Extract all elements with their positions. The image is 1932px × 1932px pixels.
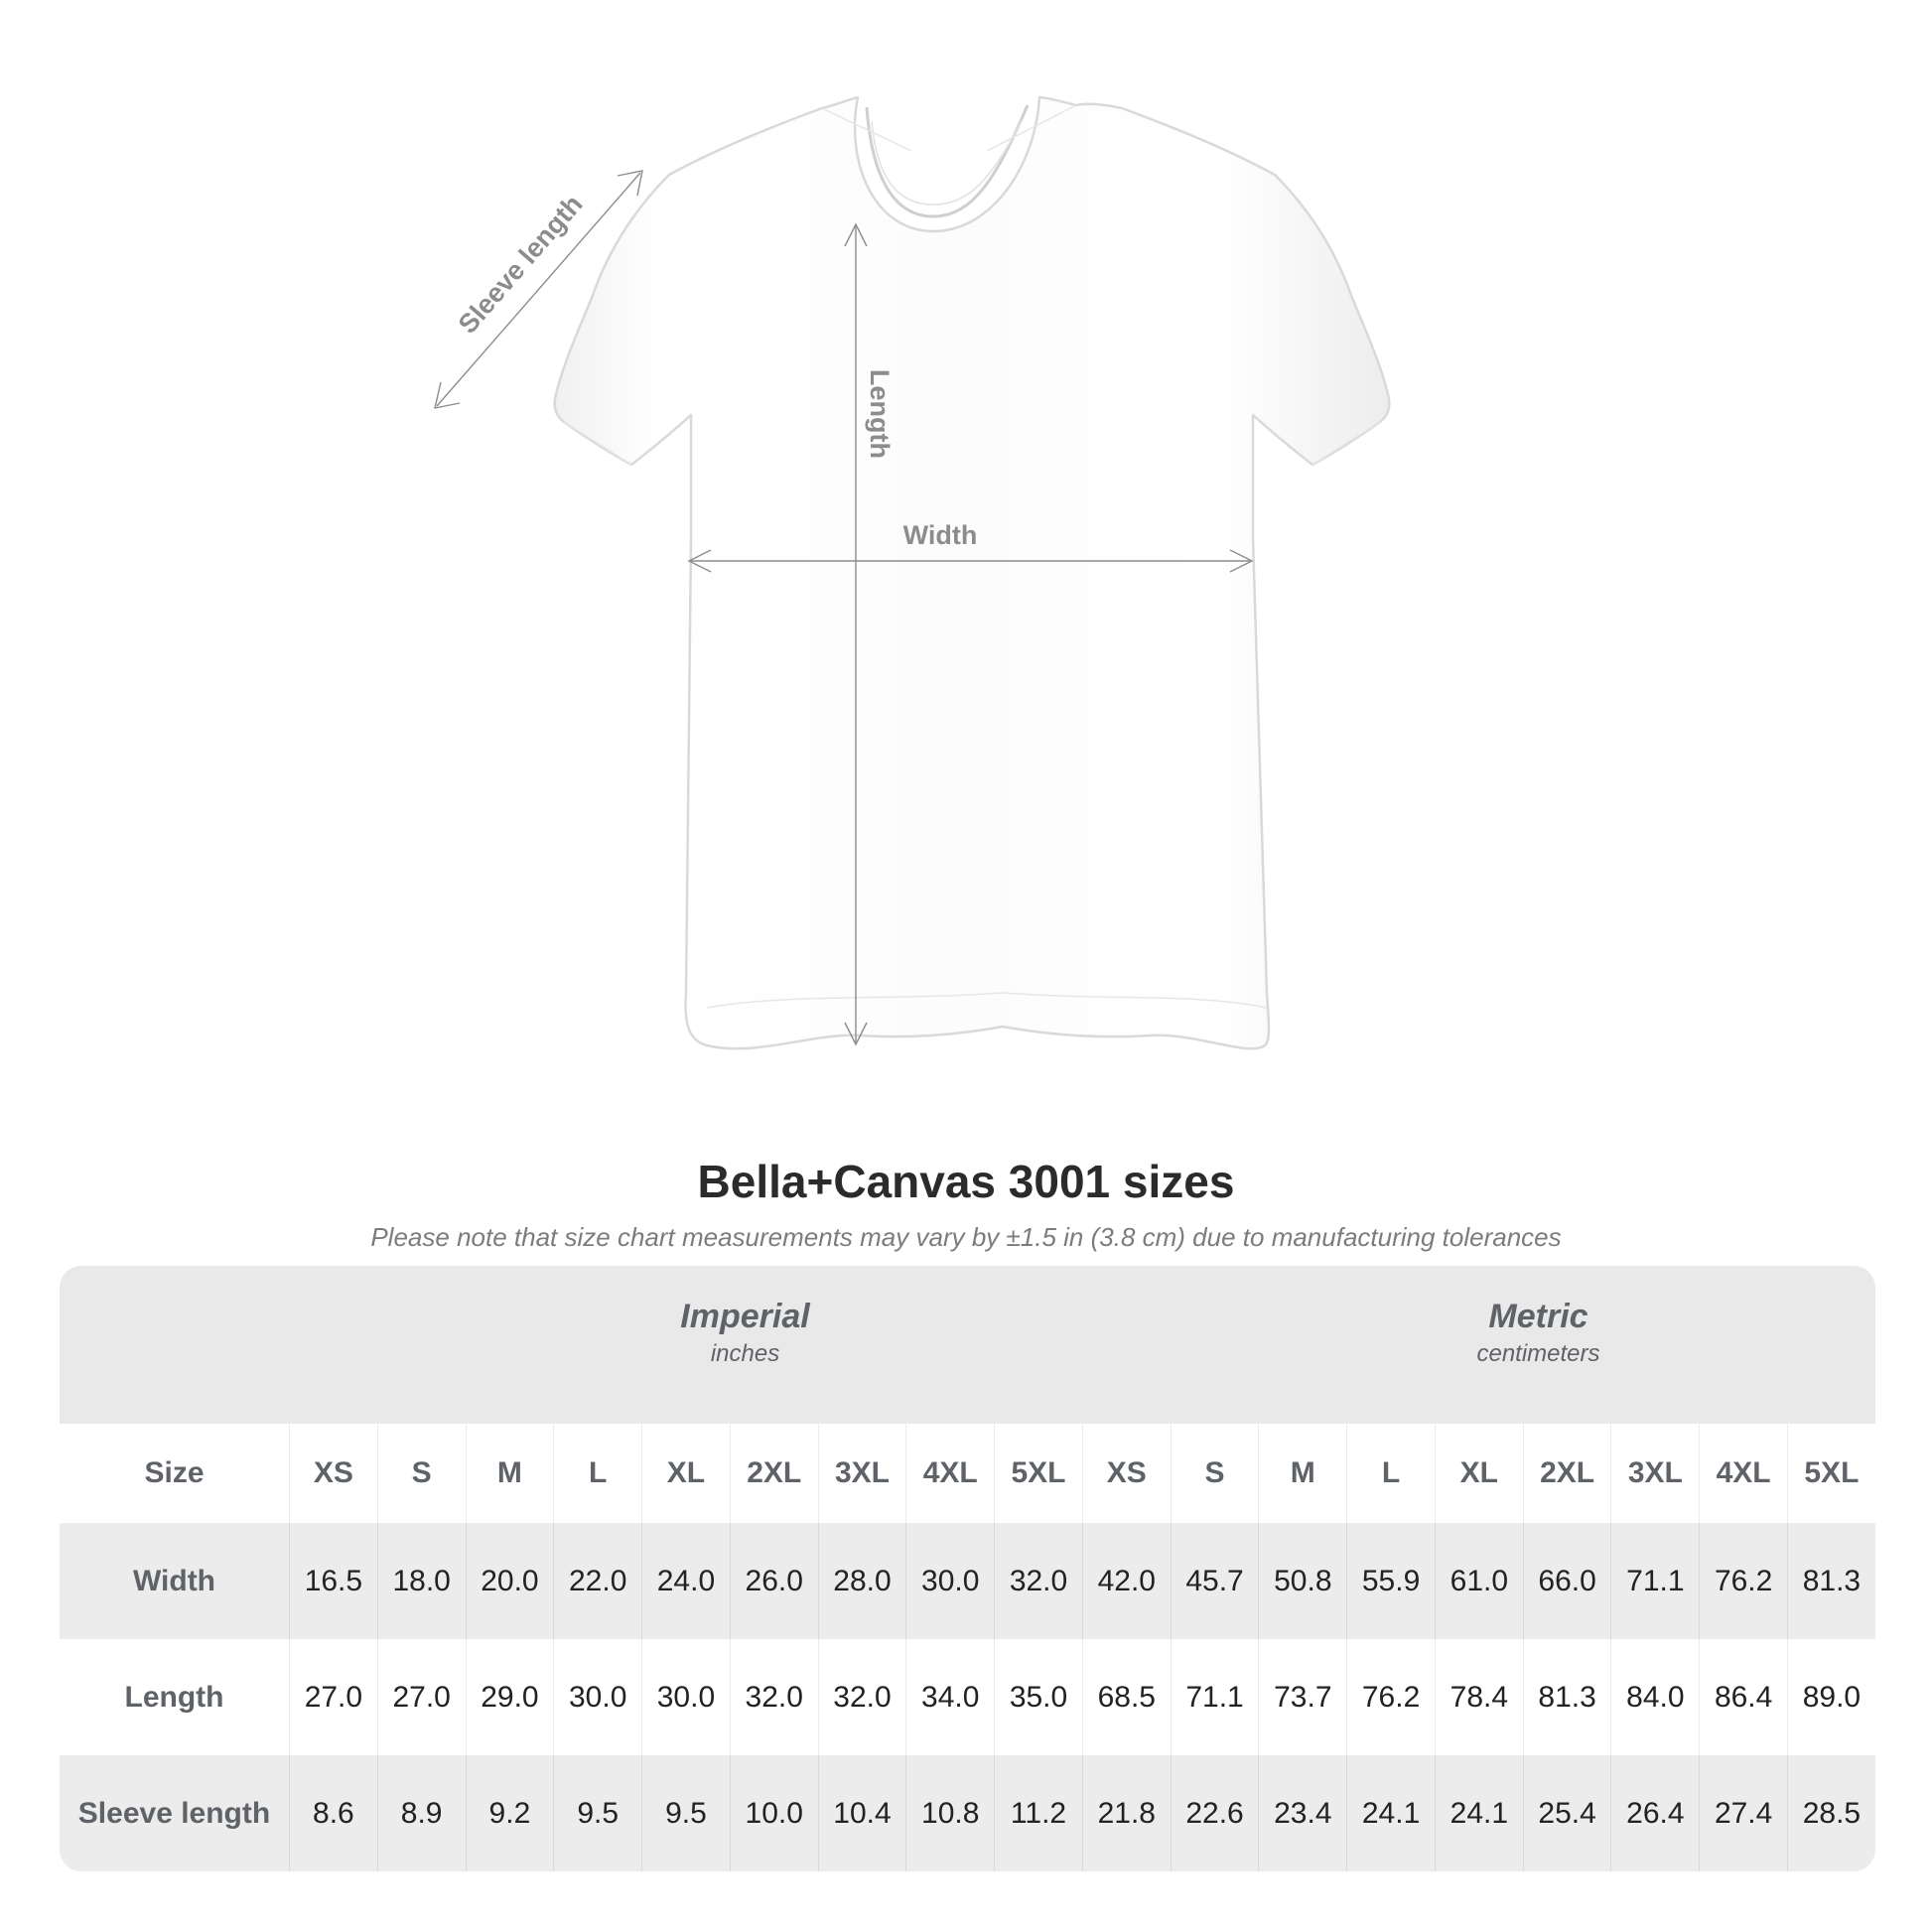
svg-text:Sleeve length: Sleeve length bbox=[453, 190, 589, 340]
svg-text:Length: Length bbox=[865, 369, 895, 459]
svg-text:Width: Width bbox=[903, 520, 978, 550]
